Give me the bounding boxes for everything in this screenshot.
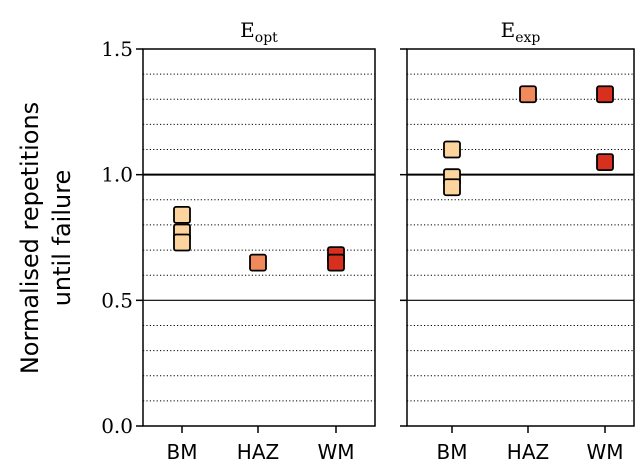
x-tick-label: HAZ — [237, 440, 279, 464]
panel-title-subscript: opt — [255, 30, 278, 46]
data-point-bm — [443, 140, 461, 159]
panel-title-base: E — [501, 18, 516, 42]
data-point-bm — [173, 233, 191, 252]
y-tick-label: 1.0 — [101, 163, 133, 187]
panel-title: Eexp — [501, 18, 541, 46]
data-point-wm — [596, 153, 614, 172]
x-tick-label: BM — [437, 440, 468, 464]
panel-frame — [406, 48, 635, 427]
panel-title: Eopt — [240, 18, 278, 46]
panel-title-base: E — [240, 18, 255, 42]
data-point-bm — [173, 205, 191, 224]
data-point-haz — [519, 85, 537, 104]
data-point-wm — [327, 253, 345, 272]
data-point-wm — [596, 85, 614, 104]
x-tick-label: BM — [167, 440, 198, 464]
x-tick-label: WM — [317, 440, 354, 464]
x-tick-label: WM — [586, 440, 623, 464]
panel-1: 0.0 0.5 1.0 1.5 BM HAZ WM Eopt — [101, 18, 376, 464]
x-tick-label: HAZ — [507, 440, 549, 464]
panel-frame — [142, 48, 376, 427]
panel-title-subscript: exp — [515, 30, 540, 46]
panels-layer: 0.0 0.5 1.0 1.5 BM HAZ WM Eopt BM HAZ WM Eexp — [101, 18, 635, 464]
y-tick-label: 1.5 — [101, 37, 133, 61]
y-axis-label-line2: until failure — [48, 170, 76, 307]
data-point-bm — [443, 178, 461, 197]
data-point-haz — [249, 253, 267, 272]
y-tick-label: 0.5 — [101, 288, 133, 312]
panel-2: BM HAZ WM Eexp — [400, 18, 635, 464]
y-tick-label: 0.0 — [101, 414, 133, 438]
y-axis-label-line1: Normalised repetitions — [16, 102, 44, 374]
